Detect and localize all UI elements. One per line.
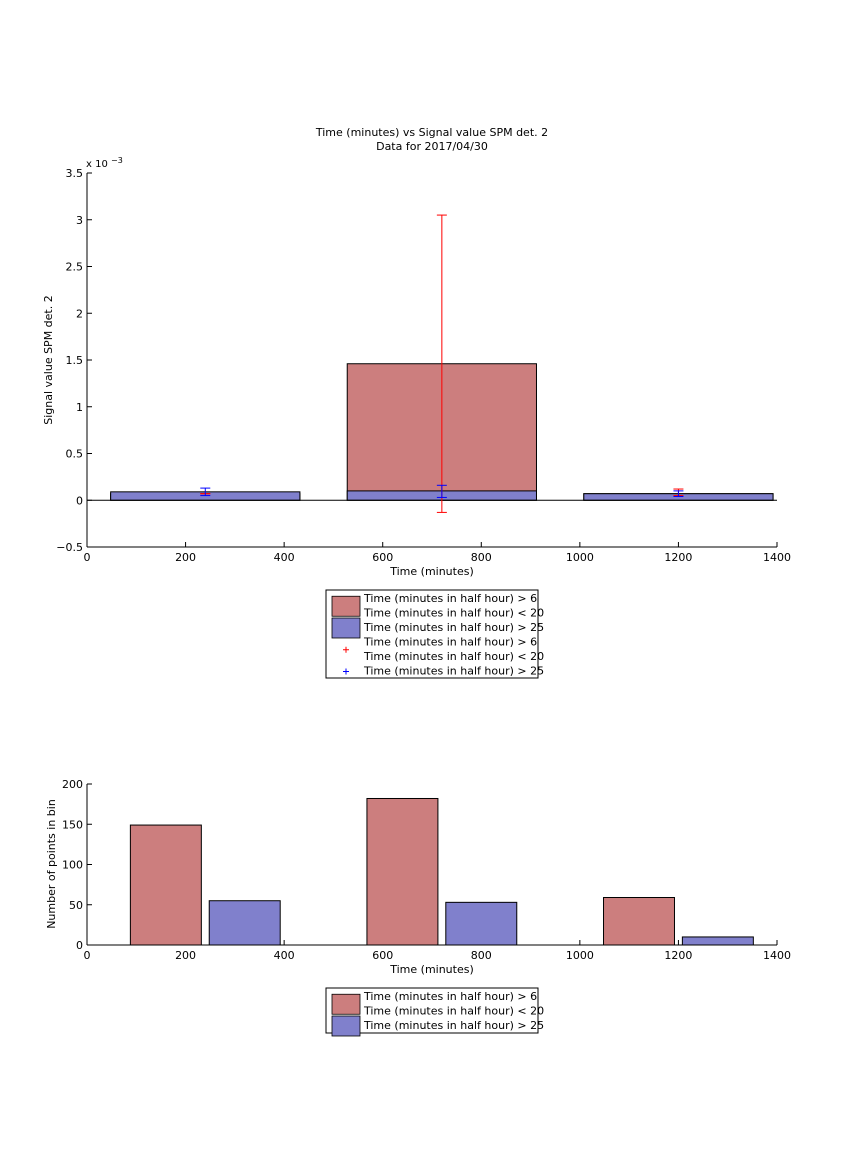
chart2-bar <box>681 936 754 946</box>
chart1-ytick-label: 1 <box>76 401 83 414</box>
chart2-bar <box>445 901 518 946</box>
chart1-ytick-label: 0.5 <box>66 448 84 461</box>
chart1-xtick-label: 1400 <box>763 551 791 564</box>
chart1-subtitle: Data for 2017/04/30 <box>376 140 488 153</box>
chart1-title: Time (minutes) vs Signal value SPM det. … <box>315 126 548 139</box>
chart2-legend-label: Time (minutes in half hour) > 25 <box>363 1019 544 1032</box>
chart1-ytick-label: −0.5 <box>56 541 83 554</box>
chart2-xtick-label: 200 <box>175 949 196 962</box>
chart1-legend-label: Time (minutes in half hour) > 25 <box>363 621 544 634</box>
chart2-legend-label: Time (minutes in half hour) > 6 <box>363 990 537 1003</box>
chart1-legend-label: Time (minutes in half hour) > 6 <box>363 592 537 605</box>
chart2-bar <box>208 900 281 946</box>
chart1-xtick-label: 200 <box>175 551 196 564</box>
chart2-ylabel: Number of points in bin <box>45 799 58 929</box>
chart1-legend-swatch <box>331 617 361 639</box>
chart1-ytick-label: 3.5 <box>66 167 84 180</box>
chart2-ytick-label: 100 <box>62 859 83 872</box>
chart1-legend-label: Time (minutes in half hour) < 20 <box>363 650 544 663</box>
chart2-legend-swatch <box>331 993 361 1015</box>
chart1-legend-box <box>325 589 539 679</box>
chart2-xtick-label: 1400 <box>763 949 791 962</box>
chart2-legend-box <box>325 987 539 1034</box>
chart2-ytick-label: 150 <box>62 818 83 831</box>
chart1-plot: 0 200 400 600 800 1000 1200 1400−0.500.511.522.… <box>56 167 791 564</box>
chart2-plot: 0 200 400 600 800 1000 1200 1400 0 50 100 150 200 <box>62 778 791 962</box>
chart1-ytick-label: 3 <box>76 214 83 227</box>
chart2-xtick-label: 600 <box>372 949 393 962</box>
chart1-ylabel: Signal value SPM det. 2 <box>42 295 55 425</box>
chart1-xtick-label: 1200 <box>664 551 692 564</box>
chart2-xtick-label: 0 <box>84 949 91 962</box>
chart1-xlabel: Time (minutes) <box>389 565 474 578</box>
chart2-ytick-label: 0 <box>76 939 83 952</box>
chart2-xlabel: Time (minutes) <box>389 963 474 976</box>
chart1-ytick-label: 2.5 <box>66 261 84 274</box>
chart1-ytick-label: 1.5 <box>66 354 84 367</box>
chart2-xtick-label: 800 <box>471 949 492 962</box>
chart2-bar <box>366 797 439 946</box>
chart2-legend: Time (minutes in half hour) > 6 Time (min… <box>325 987 544 1037</box>
chart1-exponent: x 10 −3 <box>86 156 123 170</box>
chart2-ytick-label: 200 <box>62 778 83 791</box>
chart2-ytick-label: 50 <box>69 899 83 912</box>
chart1-legend-label: Time (minutes in half hour) < 20 <box>363 607 544 620</box>
chart1-xtick-label: 600 <box>372 551 393 564</box>
chart1-legend-swatch <box>331 595 361 617</box>
chart2-xtick-label: 400 <box>274 949 295 962</box>
chart2-xtick-label: 1200 <box>664 949 692 962</box>
chart1-ytick-label: 2 <box>76 307 83 320</box>
chart1-legend-label: Time (minutes in half hour) > 25 <box>363 665 544 678</box>
chart2-bar <box>603 897 675 946</box>
chart1-xtick-label: 800 <box>471 551 492 564</box>
chart1-legend-label: Time (minutes in half hour) > 6 <box>363 636 537 649</box>
chart2-xtick-label: 1000 <box>566 949 594 962</box>
chart2-legend-swatch <box>331 1015 361 1037</box>
chart1-ytick-label: 0 <box>76 494 83 507</box>
chart1-xtick-label: 400 <box>274 551 295 564</box>
chart1-xtick-label: 1000 <box>566 551 594 564</box>
chart2-legend-label: Time (minutes in half hour) < 20 <box>363 1005 544 1018</box>
chart1-exponent-base: x 10 <box>86 159 108 170</box>
chart1-xtick-label: 0 <box>84 551 91 564</box>
chart1-exponent-power: −3 <box>111 156 123 165</box>
chart2-bar <box>129 824 202 946</box>
